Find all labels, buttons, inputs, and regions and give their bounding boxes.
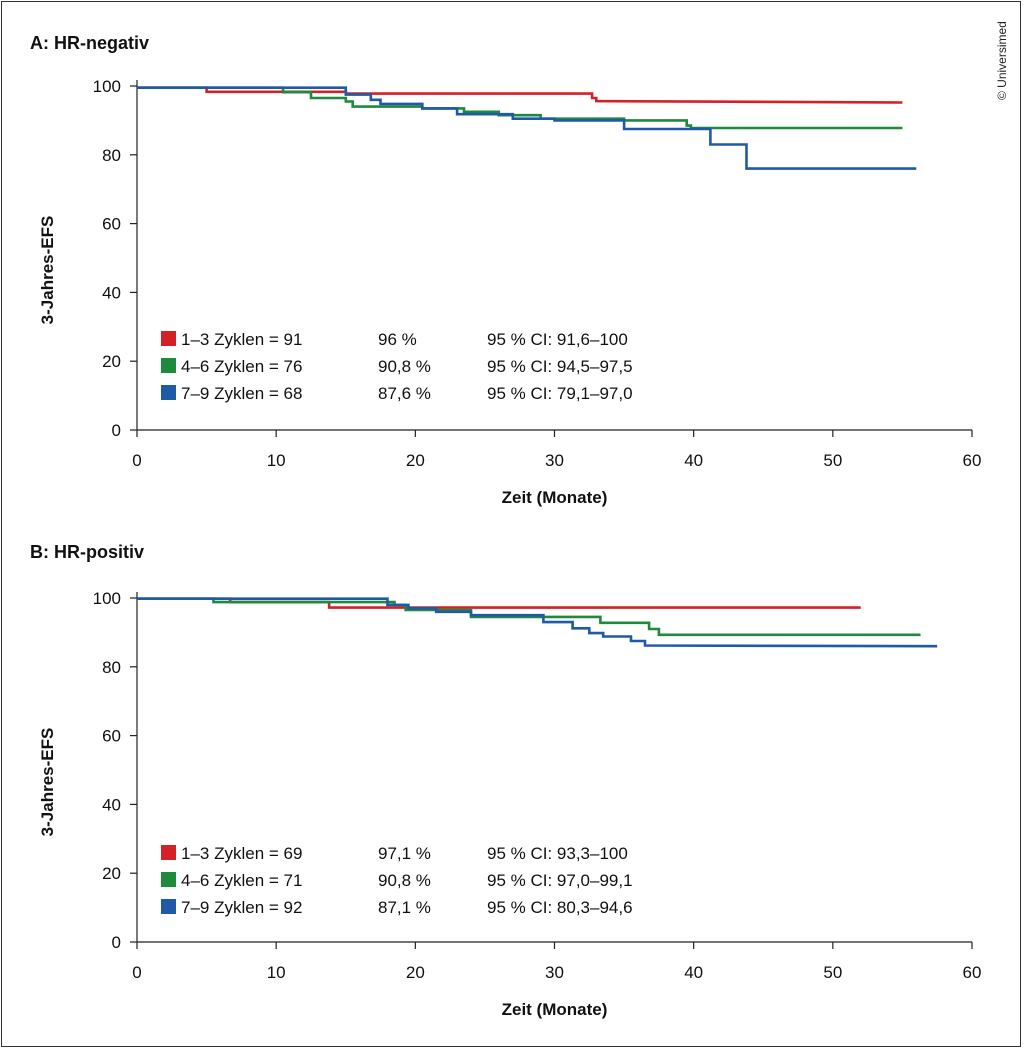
x-axis-label: Zeit (Monate): [502, 1000, 608, 1019]
x-tick-label: 10: [267, 451, 286, 470]
legend-series-name: 4–6 Zyklen = 71: [181, 871, 302, 890]
legend-series-name: 7–9 Zyklen = 68: [181, 384, 302, 403]
x-tick-label: 50: [823, 963, 842, 982]
x-tick-label: 20: [406, 451, 425, 470]
y-tick-label: 60: [102, 215, 121, 234]
legend-ci: 95 % CI: 97,0–99,1: [487, 871, 633, 890]
legend-series-name: 1–3 Zyklen = 69: [181, 844, 302, 863]
legend-series-name: 1–3 Zyklen = 91: [181, 330, 302, 349]
legend-estimate: 90,8 %: [378, 357, 431, 376]
y-tick-label: 20: [102, 352, 121, 371]
x-tick-label: 0: [132, 963, 141, 982]
series-line-2: [137, 597, 921, 637]
y-tick-label: 80: [102, 658, 121, 677]
x-axis-label: Zeit (Monate): [502, 488, 608, 507]
chart-panel-a: A: HR-negativ 0 10 20 30 40 50 60 0 20 40 60 80 100 Z…: [0, 0, 1024, 520]
chart-a: 0 10 20 30 40 50 60 0 20 40 60 80 100 Zeit (Monate) 3-…: [38, 77, 982, 507]
y-tick-label: 100: [93, 77, 121, 96]
x-tick-label: 50: [823, 451, 842, 470]
legend-ci: 95 % CI: 80,3–94,6: [487, 898, 633, 917]
y-tick-label: 40: [102, 283, 121, 302]
chart-panel-b: B: HR-positiv 0 10 20 30 40 50 60 0 20 40 60 80 100 Z…: [0, 512, 1024, 1032]
legend-series-name: 4–6 Zyklen = 76: [181, 357, 302, 376]
legend-estimate: 87,1 %: [378, 898, 431, 917]
chart-b: 0 10 20 30 40 50 60 0 20 40 60 80 100 Zeit (Monate) 3-…: [38, 589, 982, 1019]
y-axis-label: 3-Jahres-EFS: [38, 728, 57, 837]
series-line-2: [137, 86, 903, 130]
legend-swatch: [161, 899, 176, 914]
legend-ci: 95 % CI: 93,3–100: [487, 844, 628, 863]
y-axis-label: 3-Jahres-EFS: [38, 216, 57, 325]
x-tick-label: 60: [963, 963, 982, 982]
x-tick-label: 40: [684, 963, 703, 982]
x-tick-label: 30: [545, 451, 564, 470]
legend-ci: 95 % CI: 94,5–97,5: [487, 357, 633, 376]
legend-estimate: 90,8 %: [378, 871, 431, 890]
legend-swatch: [161, 331, 176, 346]
y-tick-label: 80: [102, 146, 121, 165]
x-tick-label: 30: [545, 963, 564, 982]
legend-estimate: 96 %: [378, 330, 417, 349]
y-tick-label: 100: [93, 589, 121, 608]
y-tick-label: 40: [102, 795, 121, 814]
chart-title-b: B: HR-positiv: [30, 542, 144, 562]
y-tick-label: 0: [112, 421, 121, 440]
x-tick-label: 60: [963, 451, 982, 470]
x-tick-label: 40: [684, 451, 703, 470]
series-line-3: [137, 86, 917, 170]
legend-swatch: [161, 358, 176, 373]
legend-swatch: [161, 385, 176, 400]
legend-ci: 95 % CI: 91,6–100: [487, 330, 628, 349]
x-tick-label: 10: [267, 963, 286, 982]
legend-swatch: [161, 872, 176, 887]
legend-estimate: 97,1 %: [378, 844, 431, 863]
legend-swatch: [161, 845, 176, 860]
y-tick-label: 20: [102, 864, 121, 883]
y-tick-label: 60: [102, 727, 121, 746]
series-line-3: [137, 597, 938, 648]
x-tick-label: 20: [406, 963, 425, 982]
x-tick-label: 0: [132, 451, 141, 470]
legend-series-name: 7–9 Zyklen = 92: [181, 898, 302, 917]
series-line-1: [137, 86, 903, 104]
copyright-notice: © Universimed: [995, 21, 1009, 100]
y-tick-label: 0: [112, 933, 121, 952]
legend-ci: 95 % CI: 79,1–97,0: [487, 384, 633, 403]
legend-estimate: 87,6 %: [378, 384, 431, 403]
chart-title-a: A: HR-negativ: [30, 33, 150, 53]
